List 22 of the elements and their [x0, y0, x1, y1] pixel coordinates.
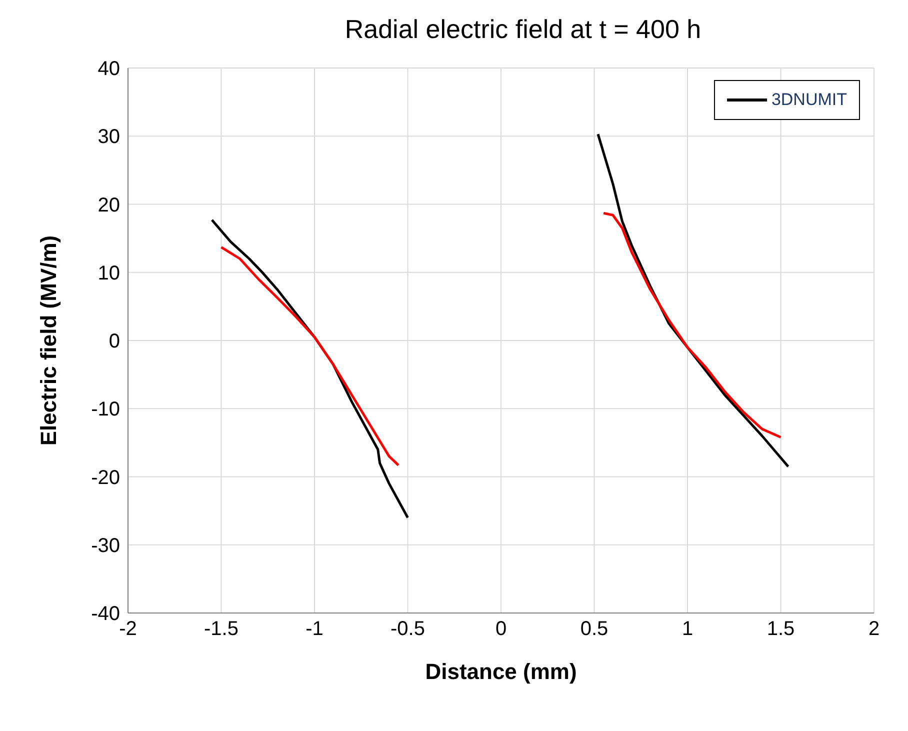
x-tick-label: -1.5: [204, 618, 238, 640]
x-tick-label: 2: [868, 618, 880, 640]
y-tick-label: -10: [91, 398, 120, 421]
x-tick-label: 1: [682, 618, 694, 640]
x-tick-label: -0.5: [390, 618, 425, 640]
y-tick-label: -40: [91, 603, 120, 626]
x-tick-label: -1: [306, 618, 324, 640]
y-tick-label: -30: [91, 534, 120, 557]
y-tick-label: 10: [98, 262, 120, 284]
x-tick-label: 0: [495, 618, 507, 640]
x-tick-label: 1.5: [766, 618, 795, 640]
y-tick-label: -20: [91, 466, 120, 489]
chart-title: Radial electric field at t = 400 h: [344, 14, 702, 45]
y-tick-label: 30: [98, 126, 120, 148]
legend-label: 3DNUMIT: [771, 90, 847, 110]
y-tick-label: 20: [98, 194, 120, 216]
x-tick-label: 0.5: [580, 618, 608, 640]
x-tick-label: -2: [119, 618, 137, 640]
y-axis-title: Electric field (MV/m): [36, 235, 61, 446]
x-axis-title: Distance (mm): [425, 659, 577, 684]
y-tick-label: 0: [108, 330, 120, 353]
y-tick-label: 40: [98, 58, 120, 80]
